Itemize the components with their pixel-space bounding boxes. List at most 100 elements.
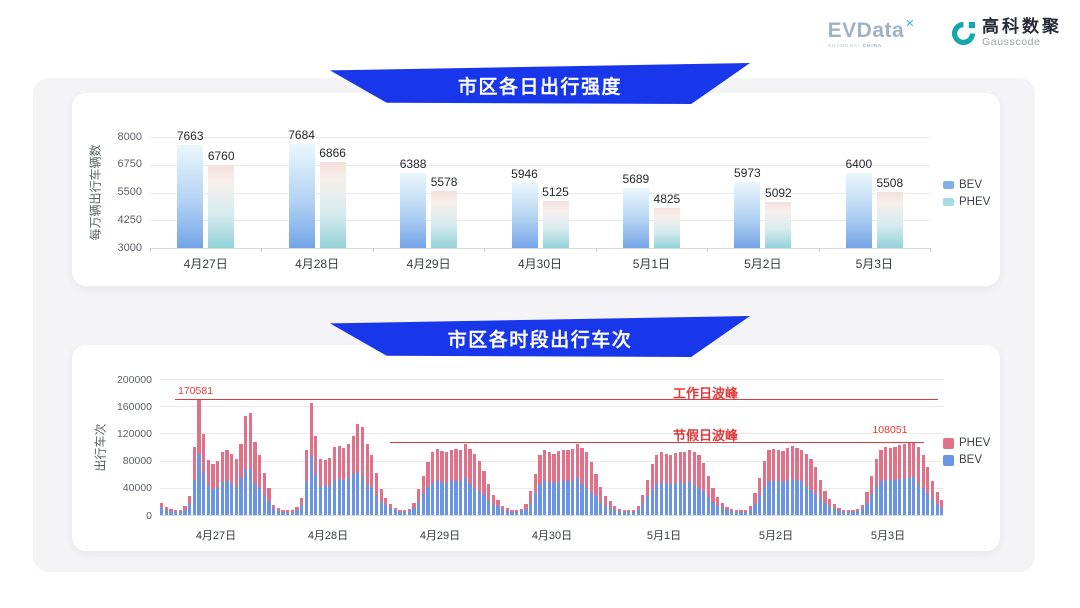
hour-bar[interactable]: [669, 379, 674, 515]
phev-bar[interactable]: [431, 190, 458, 248]
hour-bar[interactable]: [337, 379, 343, 515]
hour-bar[interactable]: [650, 379, 656, 515]
hour-bar[interactable]: [543, 379, 548, 515]
hour-bar[interactable]: [687, 379, 693, 515]
hour-bar[interactable]: [659, 379, 665, 515]
phev-bar[interactable]: [653, 207, 680, 248]
hour-bar[interactable]: [673, 379, 679, 515]
bev-bar[interactable]: [288, 144, 315, 248]
hour-bar[interactable]: [720, 379, 726, 515]
hour-bar[interactable]: [239, 379, 244, 515]
hour-bar[interactable]: [940, 379, 945, 515]
hour-bar[interactable]: [258, 379, 263, 515]
hour-bar[interactable]: [613, 379, 618, 515]
hour-bar[interactable]: [459, 379, 464, 515]
hour-bar[interactable]: [356, 379, 361, 515]
hour-bar[interactable]: [818, 379, 824, 515]
hour-bar[interactable]: [370, 379, 375, 515]
bev-bar[interactable]: [734, 182, 761, 248]
hour-bar[interactable]: [524, 379, 529, 515]
hour-bar[interactable]: [767, 379, 772, 515]
hour-bar[interactable]: [683, 379, 688, 515]
hour-bar[interactable]: [164, 379, 170, 515]
hour-bar[interactable]: [837, 379, 842, 515]
hour-bar[interactable]: [888, 379, 894, 515]
hour-bar[interactable]: [608, 379, 614, 515]
hour-bar[interactable]: [860, 379, 866, 515]
hour-bar[interactable]: [832, 379, 838, 515]
hour-bar[interactable]: [589, 379, 595, 515]
hour-bar[interactable]: [533, 379, 539, 515]
hour-bar[interactable]: [552, 379, 557, 515]
hour-bar[interactable]: [912, 379, 917, 515]
hour-bar[interactable]: [216, 379, 221, 515]
hour-bar[interactable]: [585, 379, 590, 515]
hour-bar[interactable]: [902, 379, 908, 515]
hour-bar[interactable]: [804, 379, 810, 515]
hour-bar[interactable]: [781, 379, 786, 515]
hour-bar[interactable]: [430, 379, 436, 515]
hour-bar[interactable]: [262, 379, 268, 515]
hour-bar[interactable]: [930, 379, 936, 515]
hour-bar[interactable]: [734, 379, 740, 515]
hour-bar[interactable]: [473, 379, 478, 515]
hour-bar[interactable]: [599, 379, 604, 515]
hour-bar[interactable]: [795, 379, 800, 515]
hour-bar[interactable]: [407, 379, 413, 515]
hour-bar[interactable]: [435, 379, 441, 515]
hour-bar[interactable]: [174, 379, 179, 515]
hour-bar[interactable]: [907, 379, 913, 515]
hour-bar[interactable]: [515, 379, 520, 515]
hour-bar[interactable]: [874, 379, 880, 515]
hour-bar[interactable]: [627, 379, 632, 515]
hour-bar[interactable]: [244, 379, 249, 515]
hour-bar[interactable]: [202, 379, 207, 515]
hour-bar[interactable]: [711, 379, 716, 515]
hour-bar[interactable]: [884, 379, 889, 515]
bev-bar[interactable]: [511, 182, 538, 248]
hour-bar[interactable]: [178, 379, 184, 515]
hour-bar[interactable]: [393, 379, 399, 515]
hour-bar[interactable]: [374, 379, 380, 515]
hour-bar[interactable]: [538, 379, 543, 515]
hour-bar[interactable]: [398, 379, 403, 515]
phev-bar[interactable]: [542, 200, 569, 248]
hour-bar[interactable]: [935, 379, 941, 515]
legend-item-bev[interactable]: BEV: [943, 454, 990, 466]
hour-bar[interactable]: [692, 379, 698, 515]
legend-item-bev[interactable]: BEV: [943, 179, 990, 191]
hour-bar[interactable]: [496, 379, 501, 515]
hour-bar[interactable]: [851, 379, 856, 515]
hour-bar[interactable]: [487, 379, 492, 515]
hour-bar[interactable]: [169, 379, 174, 515]
hour-bar[interactable]: [309, 379, 315, 515]
hour-bar[interactable]: [786, 379, 791, 515]
hour-bar[interactable]: [790, 379, 796, 515]
hour-bar[interactable]: [561, 379, 567, 515]
hour-bar[interactable]: [206, 379, 212, 515]
hour-bar[interactable]: [916, 379, 922, 515]
hour-bar[interactable]: [575, 379, 581, 515]
hour-bar[interactable]: [800, 379, 805, 515]
hour-bar[interactable]: [729, 379, 735, 515]
hour-bar[interactable]: [828, 379, 833, 515]
hour-bar[interactable]: [412, 379, 417, 515]
hour-bar[interactable]: [603, 379, 609, 515]
hour-bar[interactable]: [725, 379, 730, 515]
hour-bar[interactable]: [557, 379, 562, 515]
phev-bar[interactable]: [319, 162, 346, 248]
bev-bar[interactable]: [177, 144, 204, 248]
hour-bar[interactable]: [715, 379, 721, 515]
hour-bar[interactable]: [402, 379, 408, 515]
hour-bar[interactable]: [893, 379, 898, 515]
hour-bar[interactable]: [678, 379, 684, 515]
hour-bar[interactable]: [622, 379, 628, 515]
hour-bar[interactable]: [225, 379, 230, 515]
hour-bar[interactable]: [416, 379, 422, 515]
hour-bar[interactable]: [272, 379, 277, 515]
hour-bar[interactable]: [926, 379, 931, 515]
hour-bar[interactable]: [304, 379, 310, 515]
hour-bar[interactable]: [234, 379, 240, 515]
phev-bar[interactable]: [208, 164, 235, 248]
hour-bar[interactable]: [748, 379, 754, 515]
